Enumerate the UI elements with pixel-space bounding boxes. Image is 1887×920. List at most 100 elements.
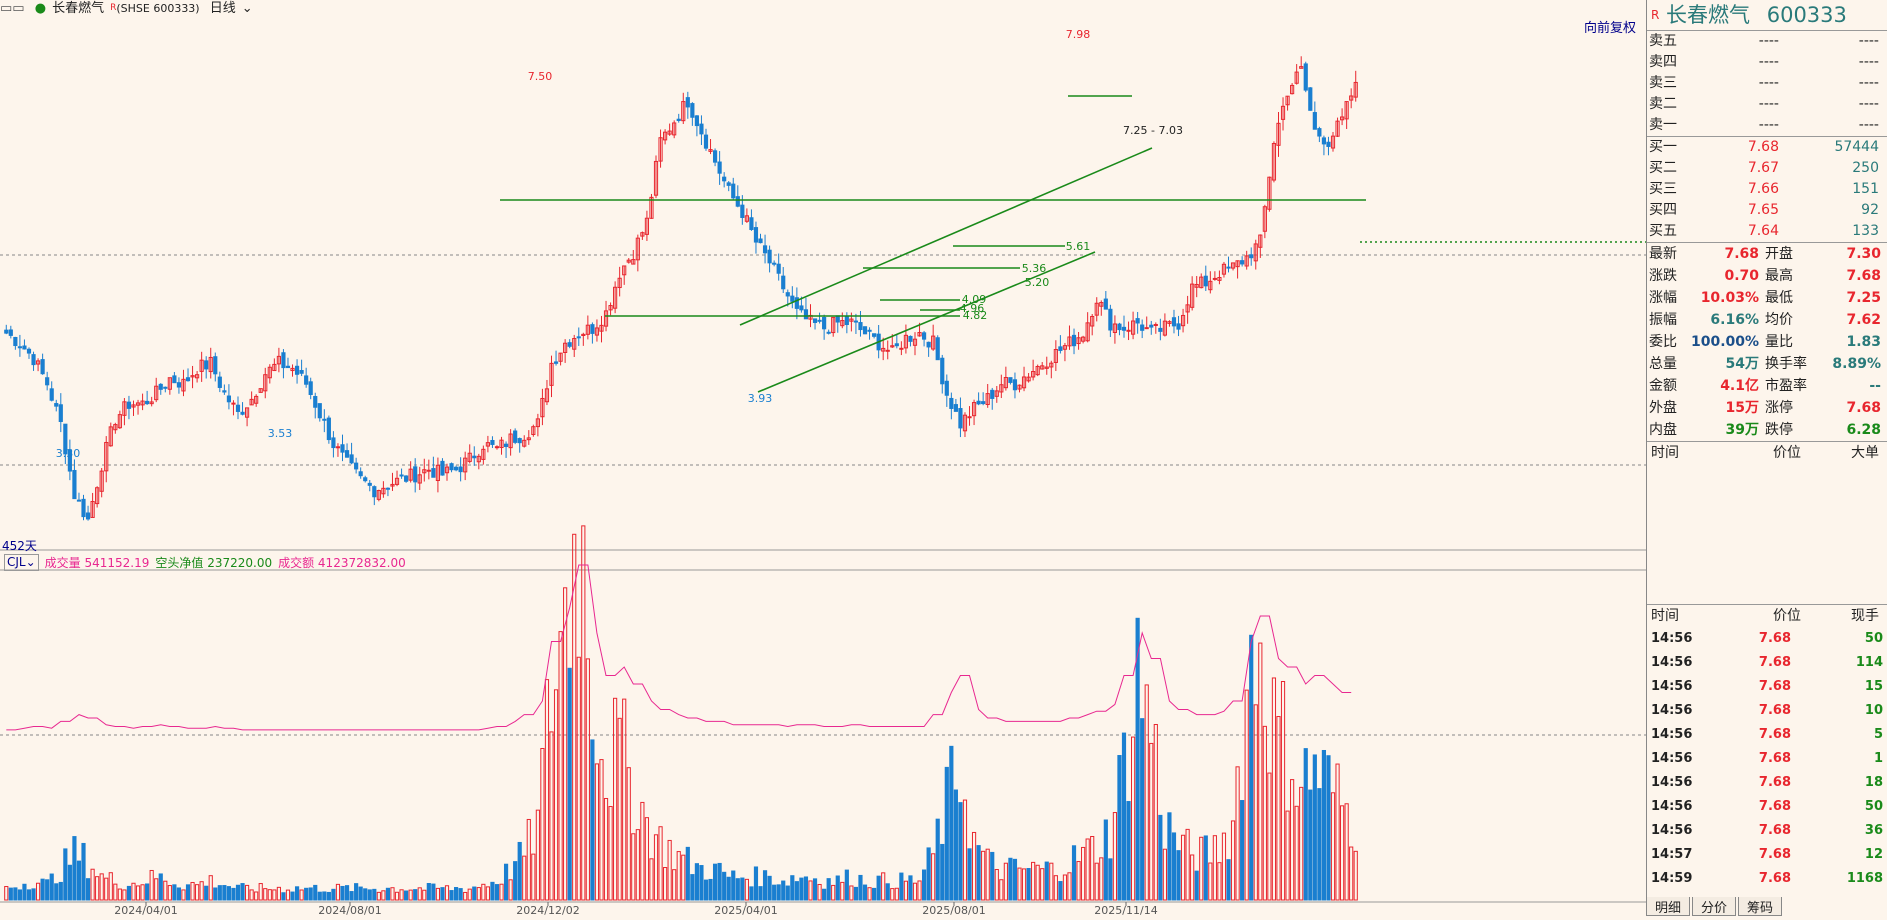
candle-body [1112,323,1118,333]
volume-bar [1076,861,1081,901]
buy-row[interactable]: 买二 7.67 250 [1647,158,1887,179]
volume-bar [349,891,354,901]
candle-body [285,365,291,369]
candle-body [935,337,940,361]
volume-bar [1330,792,1336,901]
candle-body [226,395,231,403]
candle-body [354,462,359,470]
candle-body [149,401,154,405]
kline-chart[interactable]: 7.50 7.98 3.30 3.53 3.93 5.61 5.365.20 4.094.96… [0,0,1646,917]
volume-bar [313,884,318,901]
volume-bar [240,883,245,901]
period-select[interactable]: 日线 ⌄ [209,1,253,16]
volume-bar [485,886,490,901]
fq-button[interactable]: 向前复权 [1584,21,1637,36]
candle-body [731,183,736,199]
tick-list[interactable]: 14:56 7.68 50 14:56 7.68 114 14:56 7.68 15 14:56 7… [1647,627,1887,891]
tick-row: 14:56 7.68 50 [1647,795,1887,819]
sell-row[interactable]: 卖三 ---- ---- [1647,73,1887,94]
candle-body [235,404,241,412]
candle-body [635,237,640,261]
tab-detail[interactable]: 明细 [1646,897,1691,916]
volume-bar [567,667,572,901]
candle-body [335,446,341,449]
volume-bar [722,871,727,901]
candle-body [1212,277,1217,280]
volume-bar [1312,754,1317,901]
volume-bar [435,887,441,901]
volume-bar [249,889,254,901]
volume-bar [1303,748,1308,901]
candle-body [953,404,958,412]
candle-body [540,397,545,418]
candle-body [1290,84,1295,95]
amount-label: 成交额 412372832.00 [278,556,406,570]
buy-row[interactable]: 买五 7.64 133 [1647,221,1887,242]
candle-body [1140,324,1145,331]
volume-bar [1285,810,1290,901]
buy-row[interactable]: 买四 7.65 92 [1647,200,1887,221]
volume-bar [1321,749,1327,901]
candle-body [1017,384,1022,390]
candle-body [140,400,145,406]
volume-bar [81,842,86,901]
candle-body [222,390,227,393]
candle-body [1149,324,1154,328]
level-label: 4.82 [963,309,988,322]
candle-body [1108,308,1113,331]
volume-bar [244,884,250,901]
candle-body [776,263,781,274]
candle-body [599,324,604,332]
candle-body [163,386,168,389]
sell-row[interactable]: 卖一 ---- ---- [1647,115,1887,136]
candle-body [476,455,481,463]
volume-bar [912,882,918,901]
buy-row[interactable]: 买三 7.66 151 [1647,179,1887,200]
volume-bar [653,834,659,901]
stat-label: 均价 [1765,312,1793,328]
volume-bar [940,843,945,901]
volume-bar [299,889,304,901]
sell-row[interactable]: 卖二 ---- ---- [1647,94,1887,115]
candle-body [72,469,77,500]
stat-value: 4.1亿 [1720,378,1759,394]
volume-bar [540,747,545,901]
stat-label: 市盈率 [1765,378,1807,394]
sell-row[interactable]: 卖五 ---- ---- [1647,31,1887,52]
candle-body [213,356,218,375]
candle-body [331,437,336,449]
candle-body [499,439,504,449]
volume-bar [853,886,859,901]
candle-body [971,402,977,417]
low-label: 3.53 [268,427,293,440]
sell-row[interactable]: 卖四 ---- ---- [1647,52,1887,73]
volume-bar [1276,716,1281,901]
volume-bar [45,879,50,901]
tab-price-split[interactable]: 分价 [1692,897,1737,916]
candle-body [217,376,222,388]
volume-bar [490,881,495,901]
tab-chips[interactable]: 筹码 [1738,897,1783,916]
volume-bar [31,888,36,901]
chart-area[interactable]: 7.50 7.98 3.30 3.53 3.93 5.61 5.36 5.20 4.09 4.96… [0,0,1646,917]
volume-bar [749,886,754,901]
candle-body [454,466,459,471]
volume-bar [176,887,182,901]
indicator-select[interactable]: CJL⌄ [4,554,39,571]
volume-bar [858,874,863,901]
big-order-list[interactable] [1647,464,1887,604]
volume-bar [390,887,395,901]
trend-lines [500,95,1366,393]
buy-row[interactable]: 买一 7.68 57444 [1647,137,1887,158]
candle-body [485,442,490,447]
volume-bar [1162,848,1167,901]
candle-body [1185,304,1190,313]
volume-bar [1258,642,1263,901]
volume-bar [744,878,749,901]
candle-body [1221,263,1227,275]
volume-bar [976,845,981,901]
window-icon[interactable]: ▭▭ [0,1,25,16]
candle-body [1171,317,1177,327]
candle-body [1053,349,1058,363]
volume-bar [781,880,786,901]
